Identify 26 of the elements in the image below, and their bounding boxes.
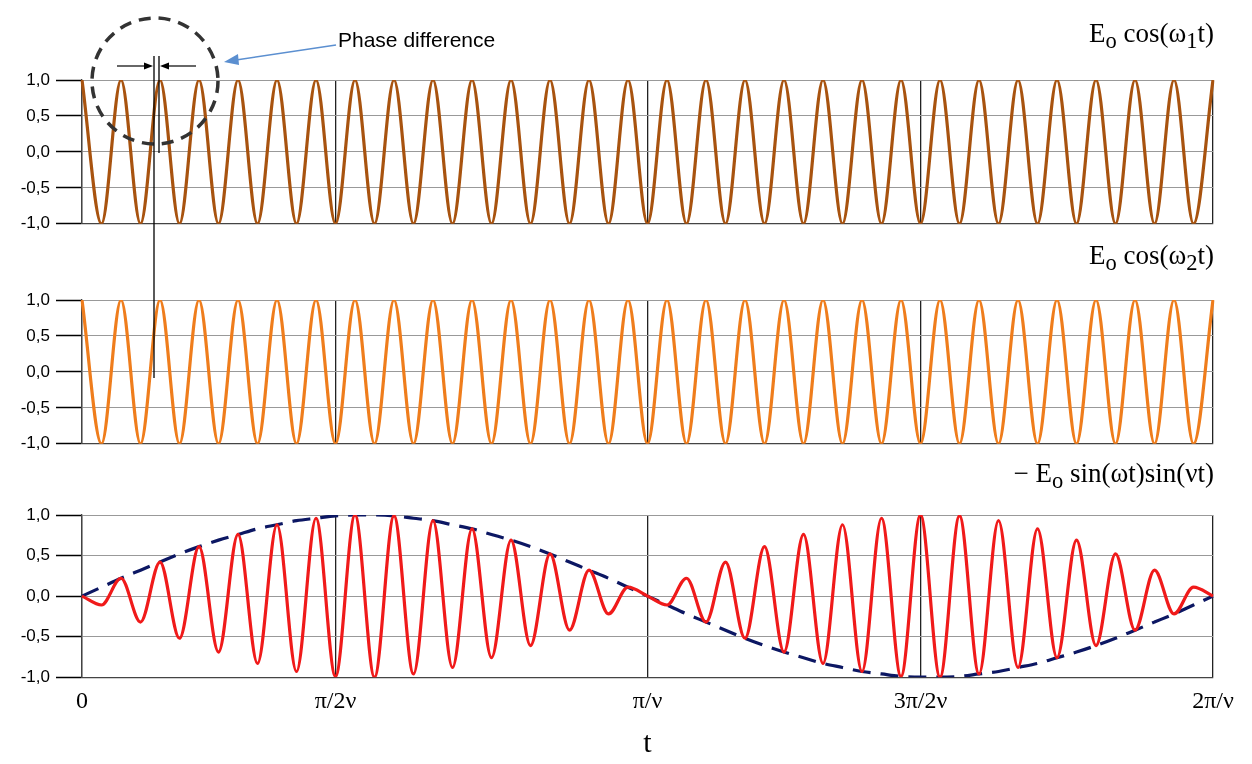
y-tick-label: 0,0 xyxy=(26,141,50,161)
y-tick-label: -1,0 xyxy=(20,213,50,233)
x-tick-label: 0 xyxy=(76,686,88,713)
y-tick-label: 0,0 xyxy=(26,585,50,605)
y-tick-label: -0,5 xyxy=(20,177,50,197)
y-tick-label: 1,0 xyxy=(26,289,50,309)
y-tick-label: -0,5 xyxy=(20,397,50,417)
x-tick-label: 2π/ν xyxy=(1192,686,1234,713)
y-tick-label: 0,0 xyxy=(26,361,50,381)
line-series xyxy=(80,515,1215,678)
y-tick-label: 1,0 xyxy=(26,504,50,524)
y-tick-label: -0,5 xyxy=(20,626,50,646)
x-tick-label: π/ν xyxy=(632,686,663,713)
x-tick-label: π/2ν xyxy=(314,686,357,713)
y-tick-label: 0,5 xyxy=(26,545,50,565)
y-tick-label: 0,5 xyxy=(26,105,50,125)
y-tick-label: 0,5 xyxy=(26,325,50,345)
text: Phase difference xyxy=(338,28,496,52)
y-tick-label: -1,0 xyxy=(20,666,50,686)
x-axis-title: t xyxy=(643,724,653,758)
y-tick-label: -1,0 xyxy=(20,433,50,453)
chart-title: E$_{o}$ cos(ω$_{1}$t) xyxy=(1088,18,1214,55)
y-tick-label: 1,0 xyxy=(26,69,50,89)
chart-title: E$_{o}$ cos(ω$_{2}$t) xyxy=(1088,240,1214,277)
x-tick-label: 3π/2ν xyxy=(893,686,948,713)
chart-title: − E$_{o}$ sin(ωt)sin(νt) xyxy=(1013,458,1214,495)
